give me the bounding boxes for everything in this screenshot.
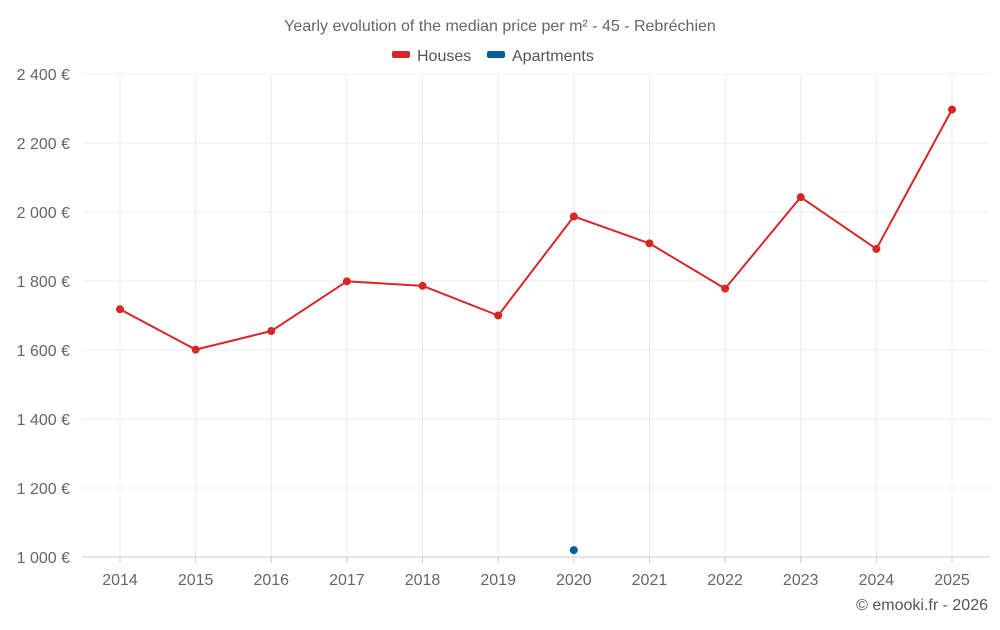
y-tick-label: 2 400 € [17, 67, 70, 84]
axes: 1 000 € 1 200 € 1 400 € 1 600 € 1 800 € 2 000… [17, 67, 970, 589]
data-point-houses-2024[interactable] [872, 244, 881, 253]
x-tick-label: 2025 [934, 572, 970, 589]
y-tick-label: 2 000 € [17, 205, 70, 222]
legend: Houses Apartments [392, 48, 594, 65]
x-tick-label: 2021 [632, 572, 668, 589]
y-tick-label: 1 000 € [17, 550, 70, 567]
legend-label-apartments: Apartments [512, 48, 594, 65]
y-tick-label: 1 200 € [17, 481, 70, 498]
x-tick-label: 2014 [102, 572, 138, 589]
x-tick-label: 2019 [480, 572, 516, 589]
data-point-houses-2020[interactable] [569, 212, 578, 221]
x-tick-label: 2015 [178, 572, 214, 589]
data-point-houses-2022[interactable] [721, 284, 730, 293]
y-tick-label: 1 400 € [17, 412, 70, 429]
legend-item-houses[interactable]: Houses [392, 48, 471, 65]
grid [82, 73, 990, 558]
data-point-houses-2017[interactable] [342, 277, 351, 286]
data-point-houses-2021[interactable] [645, 239, 654, 248]
x-tick-label: 2018 [405, 572, 441, 589]
data-point-houses-2015[interactable] [191, 345, 200, 354]
data-point-houses-2014[interactable] [116, 305, 124, 314]
data-point-houses-2019[interactable] [494, 311, 503, 320]
data-point-houses-2016[interactable] [267, 327, 276, 336]
data-point-apartments-2020[interactable] [569, 546, 578, 555]
series-line-houses [119, 109, 953, 351]
legend-swatch-apartments [487, 51, 505, 58]
x-tick-label: 2023 [783, 572, 819, 589]
x-tick-label: 2024 [859, 572, 895, 589]
series-layer [116, 105, 956, 555]
legend-label-houses: Houses [417, 48, 471, 65]
x-tick-label: 2020 [556, 572, 592, 589]
y-tick-label: 1 600 € [17, 343, 70, 360]
chart-title: Yearly evolution of the median price per… [284, 18, 716, 35]
credit-text: © emooki.fr - 2026 [856, 597, 988, 614]
legend-item-apartments[interactable]: Apartments [487, 48, 594, 65]
x-tick-label: 2017 [329, 572, 365, 589]
legend-swatch-houses [392, 51, 410, 58]
data-point-houses-2023[interactable] [796, 193, 805, 202]
data-point-houses-2025[interactable] [948, 105, 956, 114]
x-tick-label: 2022 [707, 572, 743, 589]
x-tick-label: 2016 [253, 572, 289, 589]
y-tick-label: 2 200 € [17, 136, 70, 153]
y-tick-label: 1 800 € [17, 274, 70, 291]
data-point-houses-2018[interactable] [418, 281, 427, 290]
